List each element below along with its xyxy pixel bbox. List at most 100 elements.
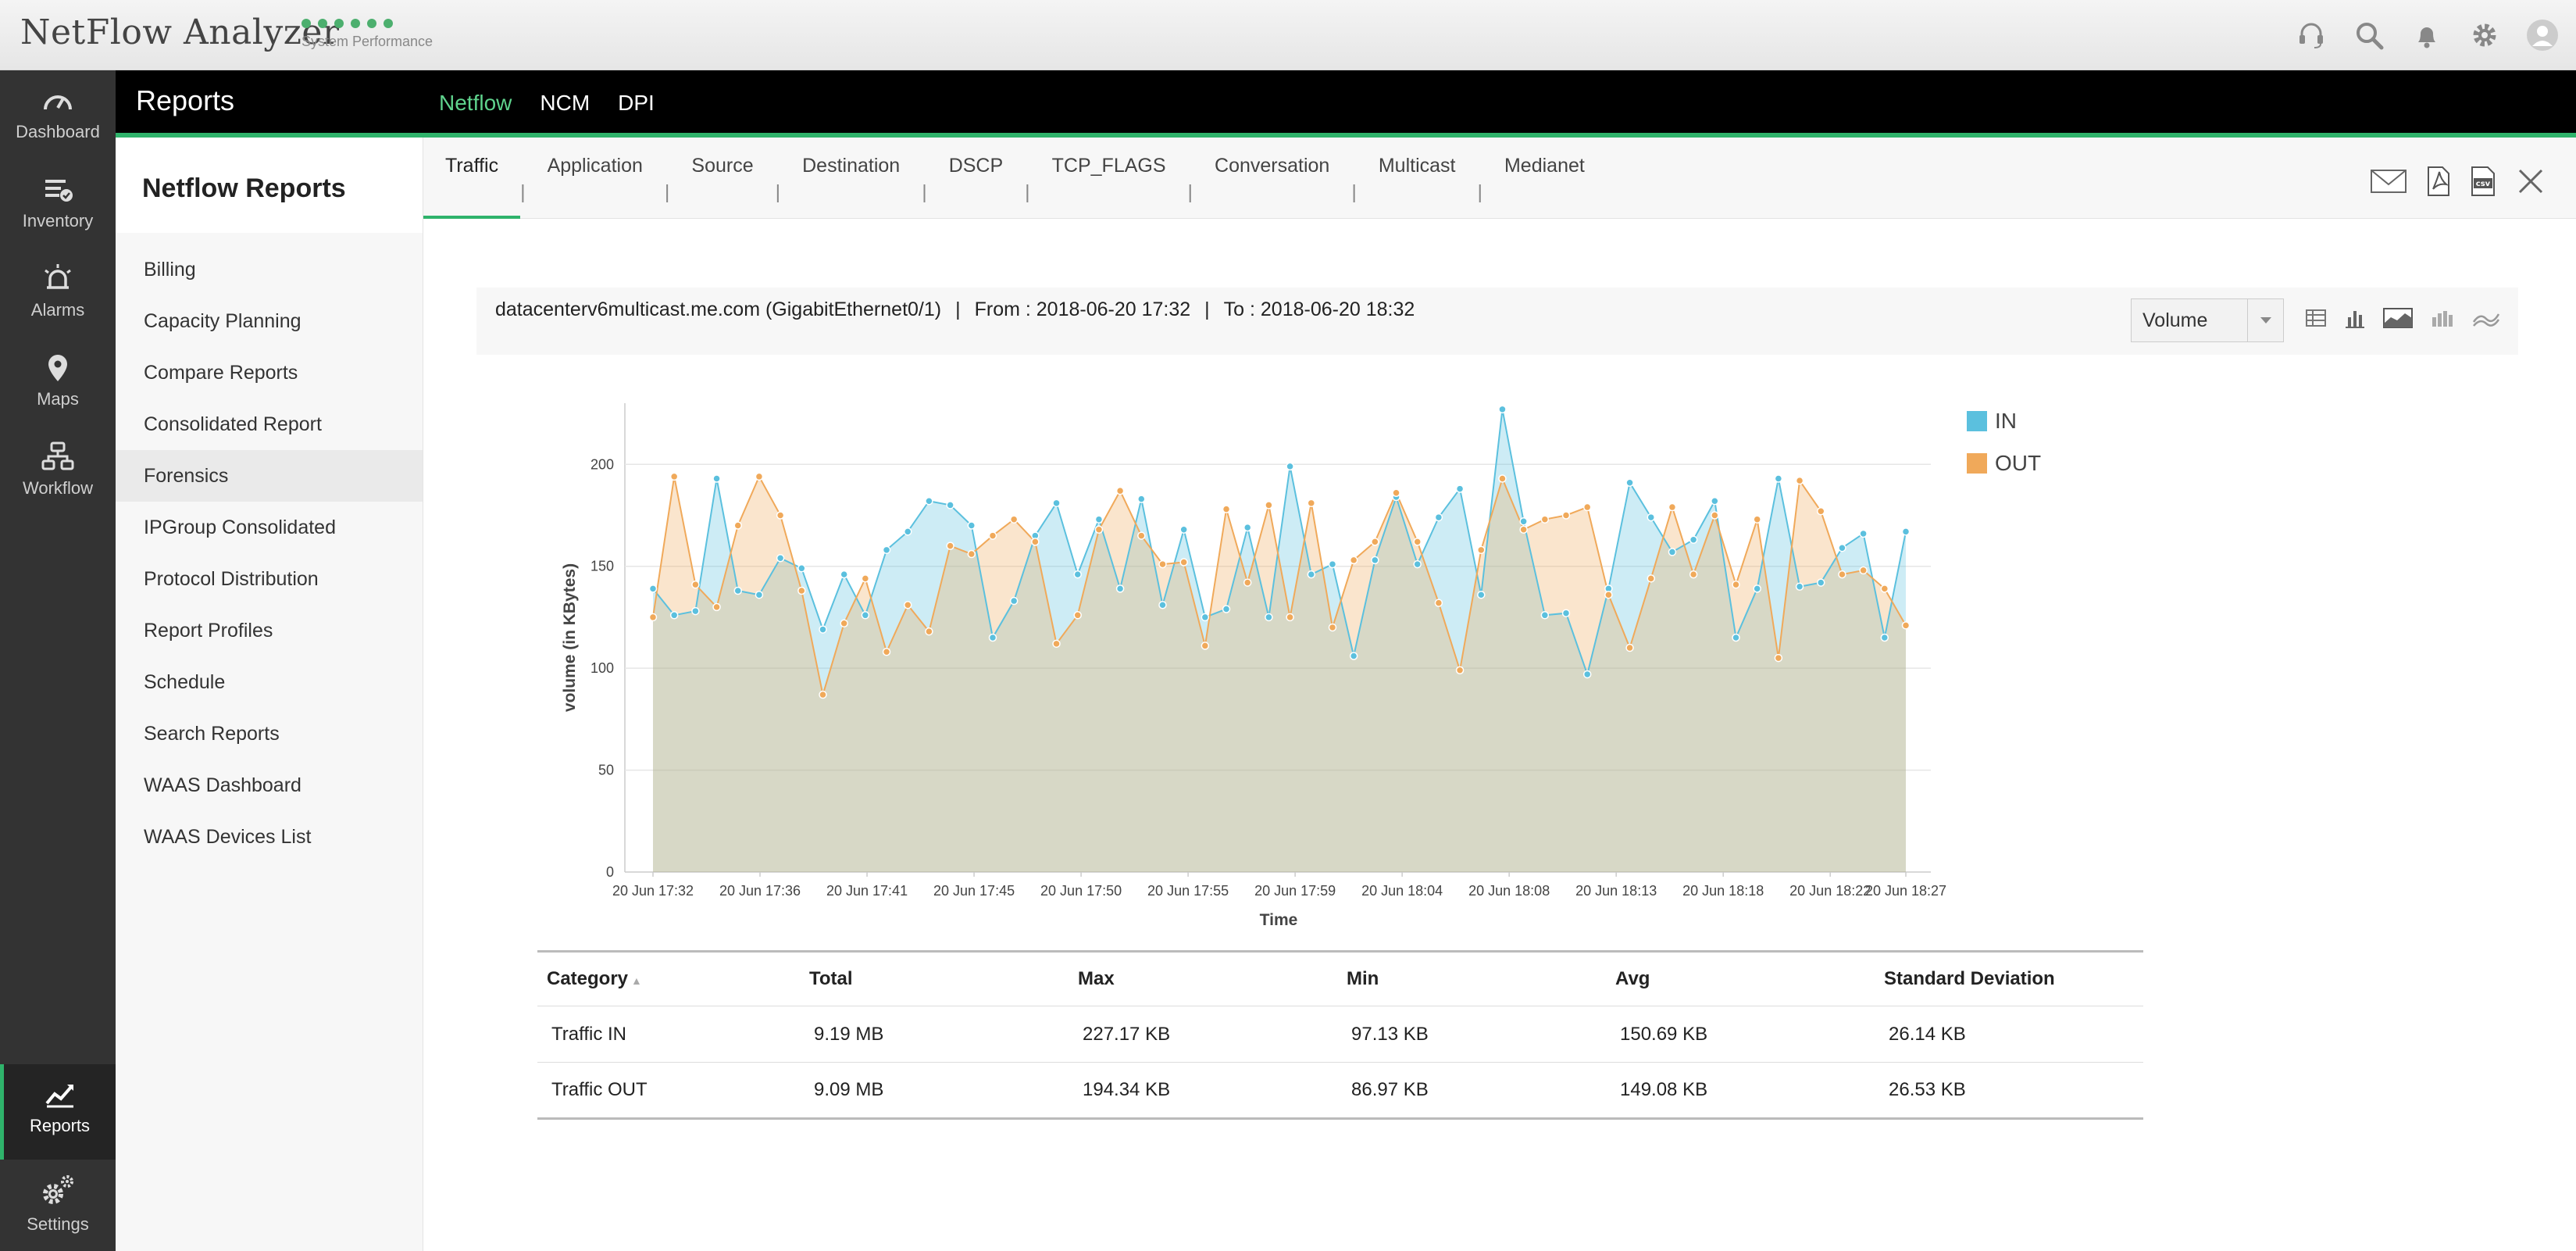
data-point-in xyxy=(1222,605,1231,613)
column-header-category[interactable]: Category ▲ xyxy=(537,950,800,1006)
tab-source[interactable]: Source xyxy=(691,155,754,177)
tab-dpi[interactable]: DPI xyxy=(618,91,655,115)
data-point-out xyxy=(1689,570,1698,579)
data-point-out xyxy=(1582,502,1592,512)
nav-label: Inventory xyxy=(22,211,94,231)
metric-select-value: Volume xyxy=(2143,309,2208,331)
tab-separator: | xyxy=(520,181,526,203)
line-chart-icon[interactable] xyxy=(2471,306,2501,334)
bar-chart-icon[interactable] xyxy=(2343,306,2367,334)
tab-tcp-flags[interactable]: TCP_FLAGS xyxy=(1051,155,1166,177)
column-header-min: Min xyxy=(1337,950,1606,1006)
data-point-in xyxy=(988,633,997,642)
data-point-out xyxy=(776,511,785,520)
table-row: Traffic OUT 9.09 MB 194.34 KB 86.97 KB 1… xyxy=(537,1062,2143,1120)
sidebar-item-capacity-planning[interactable]: Capacity Planning xyxy=(144,310,301,332)
tab-separator: | xyxy=(1187,181,1193,203)
sidebar-item-billing[interactable]: Billing xyxy=(144,259,196,281)
nav-dashboard[interactable]: Dashboard xyxy=(0,70,116,158)
metric-select[interactable]: Volume xyxy=(2131,298,2284,342)
data-point-in xyxy=(755,590,764,599)
area-chart-icon[interactable] xyxy=(2382,306,2414,334)
sidebar-item-protocol-distribution[interactable]: Protocol Distribution xyxy=(144,568,319,590)
data-point-out xyxy=(882,648,891,656)
data-point-in xyxy=(1094,515,1104,524)
data-point-in xyxy=(669,611,679,620)
cell-avg: 149.08 KB xyxy=(1606,1062,1875,1120)
sidebar-item-report-profiles[interactable]: Report Profiles xyxy=(144,620,273,642)
data-point-out xyxy=(1052,639,1061,649)
sidebar-item-consolidated-report[interactable]: Consolidated Report xyxy=(144,413,322,435)
nav-label: Workflow xyxy=(22,478,94,498)
gear-icon[interactable] xyxy=(2467,17,2503,53)
data-point-out xyxy=(1243,578,1252,587)
sidebar-item-compare-reports[interactable]: Compare Reports xyxy=(144,362,298,384)
section-title: Reports xyxy=(136,84,235,116)
data-point-out xyxy=(946,542,954,550)
stacked-bar-icon[interactable] xyxy=(2429,306,2456,334)
tab-application[interactable]: Application xyxy=(547,155,643,177)
sidebar-item-forensics[interactable]: Forensics xyxy=(116,450,423,502)
data-point-out xyxy=(1222,505,1231,513)
data-point-out xyxy=(1753,515,1761,524)
nav-label: Alarms xyxy=(30,300,85,320)
data-point-out xyxy=(1711,511,1719,520)
data-point-out xyxy=(903,601,912,609)
data-point-in xyxy=(819,625,827,634)
data-point-out xyxy=(840,619,848,627)
user-icon[interactable] xyxy=(2524,17,2560,53)
sidebar-item-schedule[interactable]: Schedule xyxy=(144,671,226,693)
data-point-in xyxy=(1349,652,1358,660)
tab-dscp[interactable]: DSCP xyxy=(948,155,1004,177)
nav-reports[interactable]: Reports xyxy=(0,1064,116,1160)
nav-workflow[interactable]: Workflow xyxy=(0,427,116,514)
email-icon[interactable] xyxy=(2370,167,2407,199)
tab-multicast[interactable]: Multicast xyxy=(1378,155,1456,177)
data-point-in xyxy=(1052,499,1061,508)
data-point-out xyxy=(1561,511,1571,520)
reports-icon xyxy=(45,1085,73,1108)
tab-netflow[interactable]: Netflow xyxy=(439,91,512,115)
sidebar-item-waas-devices-list[interactable]: WAAS Devices List xyxy=(144,826,312,848)
cell-std-dev: 26.53 KB xyxy=(1875,1062,2143,1120)
bell-icon[interactable] xyxy=(2409,17,2445,53)
column-header-std-dev: Standard Deviation xyxy=(1875,950,2143,1006)
tab-traffic[interactable]: Traffic xyxy=(423,156,521,219)
sidebar-item-ipgroup-consolidated[interactable]: IPGroup Consolidated xyxy=(144,516,336,538)
tab-separator: | xyxy=(775,181,781,203)
table-view-icon[interactable] xyxy=(2304,306,2328,334)
nav-maps[interactable]: Maps xyxy=(0,338,116,425)
csv-icon[interactable]: csv xyxy=(2470,166,2496,201)
data-point-out xyxy=(648,613,658,622)
tab-ncm[interactable]: NCM xyxy=(540,91,590,115)
data-point-out xyxy=(1540,515,1550,524)
pdf-icon[interactable] xyxy=(2426,166,2451,201)
netflow-reports-sidebar: Netflow Reports Billing Capacity Plannin… xyxy=(116,138,423,1251)
tab-medianet[interactable]: Medianet xyxy=(1504,155,1585,177)
data-point-out xyxy=(1732,580,1740,589)
sort-ascending-icon[interactable]: ▲ xyxy=(631,974,642,987)
chevron-down-icon[interactable] xyxy=(2247,299,2283,341)
data-point-in xyxy=(1115,584,1125,593)
nav-inventory[interactable]: Inventory xyxy=(0,159,116,247)
nav-label: Dashboard xyxy=(16,122,100,141)
data-point-out xyxy=(1838,570,1846,579)
x-tick-label: 20 Jun 18:04 xyxy=(1361,883,1443,899)
data-point-out xyxy=(1880,584,1889,593)
x-tick-label: 20 Jun 17:45 xyxy=(933,883,1015,899)
sidebar-item-waas-dashboard[interactable]: WAAS Dashboard xyxy=(144,774,301,796)
data-point-out xyxy=(733,521,742,530)
nav-alarms[interactable]: Alarms xyxy=(0,248,116,336)
nav-settings[interactable]: Settings xyxy=(0,1160,116,1247)
alarm-icon xyxy=(45,264,71,289)
from-time: From : 2018-06-20 17:32 xyxy=(974,298,1191,320)
tab-destination[interactable]: Destination xyxy=(802,155,901,177)
sidebar-item-search-reports[interactable]: Search Reports xyxy=(144,723,280,745)
system-performance-indicator[interactable]: System Performance xyxy=(301,19,433,50)
search-icon[interactable] xyxy=(2351,17,2387,53)
data-point-out xyxy=(925,627,933,636)
close-icon[interactable] xyxy=(2515,166,2546,201)
headset-icon[interactable] xyxy=(2293,17,2329,53)
x-axis-title: Time xyxy=(1260,911,1298,929)
tab-conversation[interactable]: Conversation xyxy=(1215,155,1330,177)
